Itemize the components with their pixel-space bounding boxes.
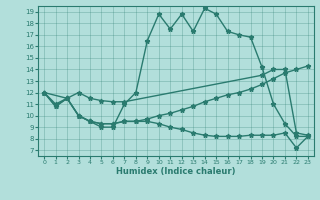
X-axis label: Humidex (Indice chaleur): Humidex (Indice chaleur) [116,167,236,176]
